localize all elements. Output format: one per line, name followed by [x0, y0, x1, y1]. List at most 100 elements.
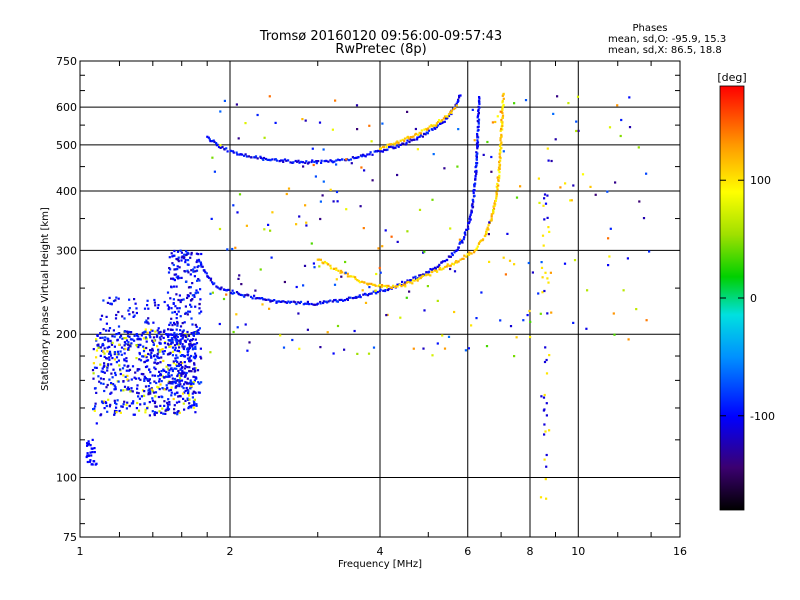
echo-point — [95, 366, 98, 369]
echo-point — [162, 368, 165, 371]
echo-point — [269, 229, 272, 232]
echo-point — [192, 347, 195, 350]
echo-point — [153, 339, 156, 342]
echo-point — [157, 348, 160, 351]
echo-point — [357, 295, 360, 298]
echo-point — [143, 390, 146, 393]
echo-point — [162, 352, 165, 355]
echo-point — [172, 362, 175, 365]
echo-point — [112, 299, 116, 303]
echo-point — [396, 173, 399, 177]
echo-point — [459, 258, 462, 261]
echo-point — [177, 410, 180, 413]
echo-point — [305, 302, 309, 305]
echo-point — [381, 245, 384, 248]
echo-point — [389, 145, 392, 148]
echo-point — [319, 300, 322, 304]
echo-point — [606, 190, 609, 193]
echo-point — [193, 370, 196, 373]
echo-point — [508, 259, 512, 262]
echo-point — [271, 211, 274, 214]
echo-point — [572, 321, 575, 324]
echo-point — [173, 279, 176, 282]
echo-point — [185, 386, 188, 390]
echo-point — [401, 138, 404, 141]
echo-point — [174, 380, 177, 383]
echo-point — [127, 388, 130, 391]
echo-point — [408, 290, 411, 293]
echo-point — [184, 333, 187, 336]
echo-point — [100, 370, 103, 373]
echo-point — [106, 366, 109, 369]
echo-point — [500, 142, 503, 145]
echo-point — [331, 128, 334, 131]
echo-point — [182, 298, 185, 301]
echo-point — [542, 396, 546, 399]
echo-point — [416, 136, 419, 139]
stats-o-mode: mean, sd,O: -95.9, 15.3 — [608, 34, 726, 45]
echo-point — [278, 160, 281, 163]
echo-point — [380, 284, 384, 287]
echo-point — [186, 263, 189, 266]
echo-point — [462, 238, 465, 241]
echo-point — [166, 353, 170, 356]
echo-point — [200, 310, 203, 313]
echo-point — [310, 242, 313, 245]
echo-point — [92, 408, 95, 411]
echo-point — [151, 397, 154, 400]
echo-point — [120, 353, 123, 356]
echo-point — [125, 357, 128, 360]
echo-point — [635, 308, 638, 311]
echo-point — [366, 153, 369, 156]
echo-point — [305, 224, 308, 227]
echo-point — [543, 393, 546, 397]
echo-point — [331, 300, 334, 303]
echo-point — [498, 174, 501, 177]
echo-point — [184, 335, 187, 338]
echo-point — [123, 385, 127, 388]
echo-point — [434, 127, 437, 130]
echo-point — [190, 406, 193, 409]
echo-point — [226, 248, 229, 251]
echo-point — [237, 137, 240, 140]
echo-point — [101, 401, 104, 404]
echo-point — [151, 329, 154, 332]
echo-point — [153, 298, 156, 302]
echo-point — [531, 271, 534, 274]
echo-point — [304, 204, 307, 207]
echo-point — [380, 285, 383, 288]
echo-point — [240, 153, 244, 156]
echo-point — [123, 344, 126, 347]
echo-point — [164, 409, 167, 412]
echo-point — [240, 283, 243, 286]
echo-point — [159, 348, 162, 352]
echo-point — [476, 145, 479, 148]
echo-point — [136, 338, 139, 341]
echo-point — [182, 387, 185, 390]
echo-point — [173, 331, 176, 335]
echo-point — [502, 256, 505, 259]
echo-point — [353, 157, 356, 160]
echo-point — [181, 336, 184, 339]
echo-point — [501, 116, 504, 119]
echo-point — [464, 233, 467, 236]
echo-point — [176, 391, 179, 394]
echo-point — [158, 370, 161, 373]
echo-point — [299, 300, 303, 303]
echo-point — [356, 279, 359, 282]
echo-point — [490, 217, 493, 220]
echo-point — [231, 292, 234, 295]
echo-point — [453, 270, 457, 273]
echo-point — [136, 384, 139, 387]
echo-point — [569, 199, 572, 202]
echo-point — [163, 300, 166, 304]
echo-point — [189, 273, 192, 276]
echo-point — [213, 170, 216, 173]
echo-point — [409, 136, 412, 139]
echo-point — [176, 373, 180, 376]
echo-point — [412, 276, 415, 279]
echo-point — [131, 338, 134, 341]
echo-point — [127, 309, 130, 312]
echo-point — [372, 346, 376, 349]
echo-point — [478, 100, 481, 103]
